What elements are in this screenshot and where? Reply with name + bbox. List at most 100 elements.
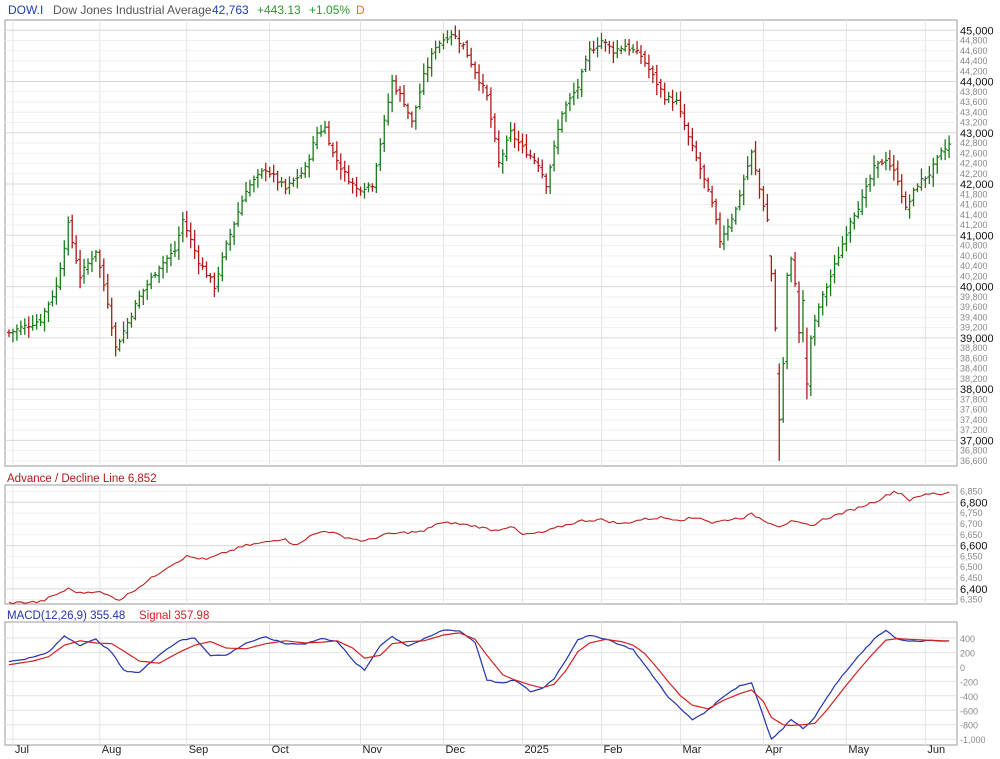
ohlc-bar <box>848 217 853 243</box>
ohlc-bar <box>714 198 719 225</box>
ohlc-bar <box>836 246 841 267</box>
ohlc-bar <box>50 290 55 307</box>
ohlc-bar <box>939 147 944 161</box>
ohlc-bar <box>287 176 292 195</box>
ohlc-bar <box>390 74 395 113</box>
ohlc-bar <box>263 162 268 182</box>
ohlc-bar <box>153 272 158 278</box>
change-pct-label: +1.05% <box>309 3 350 17</box>
ohlc-bar <box>575 78 580 100</box>
price-tick-label-minor: 37,400 <box>960 415 988 425</box>
ohlc-bar <box>14 324 19 341</box>
price-tick-label-minor: 44,200 <box>960 66 988 76</box>
price-tick-label-minor: 44,800 <box>960 36 988 46</box>
ad-tick-label-minor: 6,650 <box>960 530 983 540</box>
ohlc-bar <box>78 249 83 289</box>
ohlc-bar <box>149 272 154 290</box>
ohlc-bar <box>627 39 632 56</box>
ohlc-bar <box>504 135 509 162</box>
ohlc-bar <box>338 153 343 180</box>
ohlc-bar <box>279 176 284 188</box>
last-price-label: 42,763 <box>212 3 249 17</box>
ohlc-bar <box>184 211 189 238</box>
ohlc-bar <box>303 162 308 178</box>
ohlc-bar <box>417 83 422 110</box>
ohlc-bar <box>38 313 43 327</box>
ohlc-bar <box>18 320 23 336</box>
ohlc-bar <box>860 189 865 216</box>
ad-tick-label-minor: 6,450 <box>960 573 983 583</box>
ohlc-bar <box>923 176 928 188</box>
ohlc-bar <box>220 252 225 282</box>
x-tick-label: Aug <box>102 744 122 756</box>
ohlc-bar <box>879 158 884 166</box>
price-tick-label-minor: 44,400 <box>960 56 988 66</box>
price-tick-label-minor: 37,800 <box>960 394 988 404</box>
ohlc-bar <box>670 89 675 111</box>
macd-tick-label: 400 <box>960 634 975 644</box>
ohlc-bar <box>449 30 454 46</box>
ohlc-bar <box>350 177 355 194</box>
ohlc-bar <box>30 315 35 331</box>
ohlc-bar <box>935 154 940 174</box>
ohlc-bar <box>781 357 786 423</box>
ohlc-bar <box>34 314 39 330</box>
x-tick-label: Oct <box>272 744 289 756</box>
price-tick-label-minor: 40,600 <box>960 251 988 261</box>
ohlc-bar <box>686 122 691 146</box>
ohlc-bar <box>129 312 134 328</box>
price-tick-label-minor: 40,400 <box>960 261 988 271</box>
price-tick-label: 42,000 <box>960 179 994 191</box>
price-tick-label-minor: 40,800 <box>960 241 988 251</box>
ohlc-bar <box>737 189 742 211</box>
ohlc-bar <box>433 40 438 60</box>
price-tick-label: 45,000 <box>960 25 994 37</box>
ohlc-bar <box>10 328 15 343</box>
ohlc-bar <box>729 213 734 233</box>
ad-tick-label: 6,600 <box>960 541 988 553</box>
ohlc-bar <box>907 194 912 219</box>
ohlc-bar <box>366 182 371 193</box>
ohlc-bar <box>326 121 331 146</box>
ohlc-bar <box>662 82 667 105</box>
ohlc-bar <box>22 318 27 335</box>
ohlc-bar <box>891 155 896 181</box>
price-tick-label-minor: 36,600 <box>960 456 988 466</box>
ohlc-bar <box>800 290 805 343</box>
ohlc-bar <box>919 168 924 191</box>
ohlc-bar <box>295 169 300 189</box>
ohlc-bar <box>571 82 576 106</box>
price-tick-label: 37,000 <box>960 435 994 447</box>
ad-tick-label-minor: 6,350 <box>960 595 983 605</box>
price-tick-label: 43,000 <box>960 128 994 140</box>
ohlc-bar <box>255 169 260 188</box>
price-tick-label-minor: 44,600 <box>960 46 988 56</box>
ohlc-bar <box>236 202 241 227</box>
ohlc-bar <box>773 269 778 332</box>
price-tick-label-minor: 41,200 <box>960 220 988 230</box>
ohlc-bar <box>461 42 466 50</box>
macd-tick-label: -1,000 <box>960 735 986 745</box>
price-tick-label-minor: 39,400 <box>960 312 988 322</box>
ad-tick-label-minor: 6,500 <box>960 562 983 572</box>
ad-line <box>8 490 950 605</box>
axis-labels: Jul Aug Sep Oct Nov Dec 2025 Feb Mar Apr May Jun 45,… <box>15 25 994 756</box>
ohlc-bar <box>488 87 493 128</box>
ohlc-bar <box>915 183 920 193</box>
ohlc-bar <box>749 149 754 176</box>
ohlc-bar <box>62 240 67 277</box>
ohlc-bar <box>394 75 399 95</box>
ad-tick-label-minor: 6,850 <box>960 486 983 496</box>
ohlc-bar <box>793 251 798 287</box>
panel-frame <box>4 621 958 746</box>
ohlc-bar <box>172 241 177 258</box>
ohlc-bar <box>804 327 809 400</box>
ohlc-bar <box>631 44 636 54</box>
ohlc-bar <box>97 249 102 278</box>
ohlc-bar <box>405 103 410 119</box>
ohlc-bar <box>26 316 31 338</box>
ohlc-bar <box>828 269 833 297</box>
price-tick-label-minor: 42,400 <box>960 159 988 169</box>
ohlc-bar <box>552 140 557 172</box>
ohlc-bar <box>421 63 426 95</box>
